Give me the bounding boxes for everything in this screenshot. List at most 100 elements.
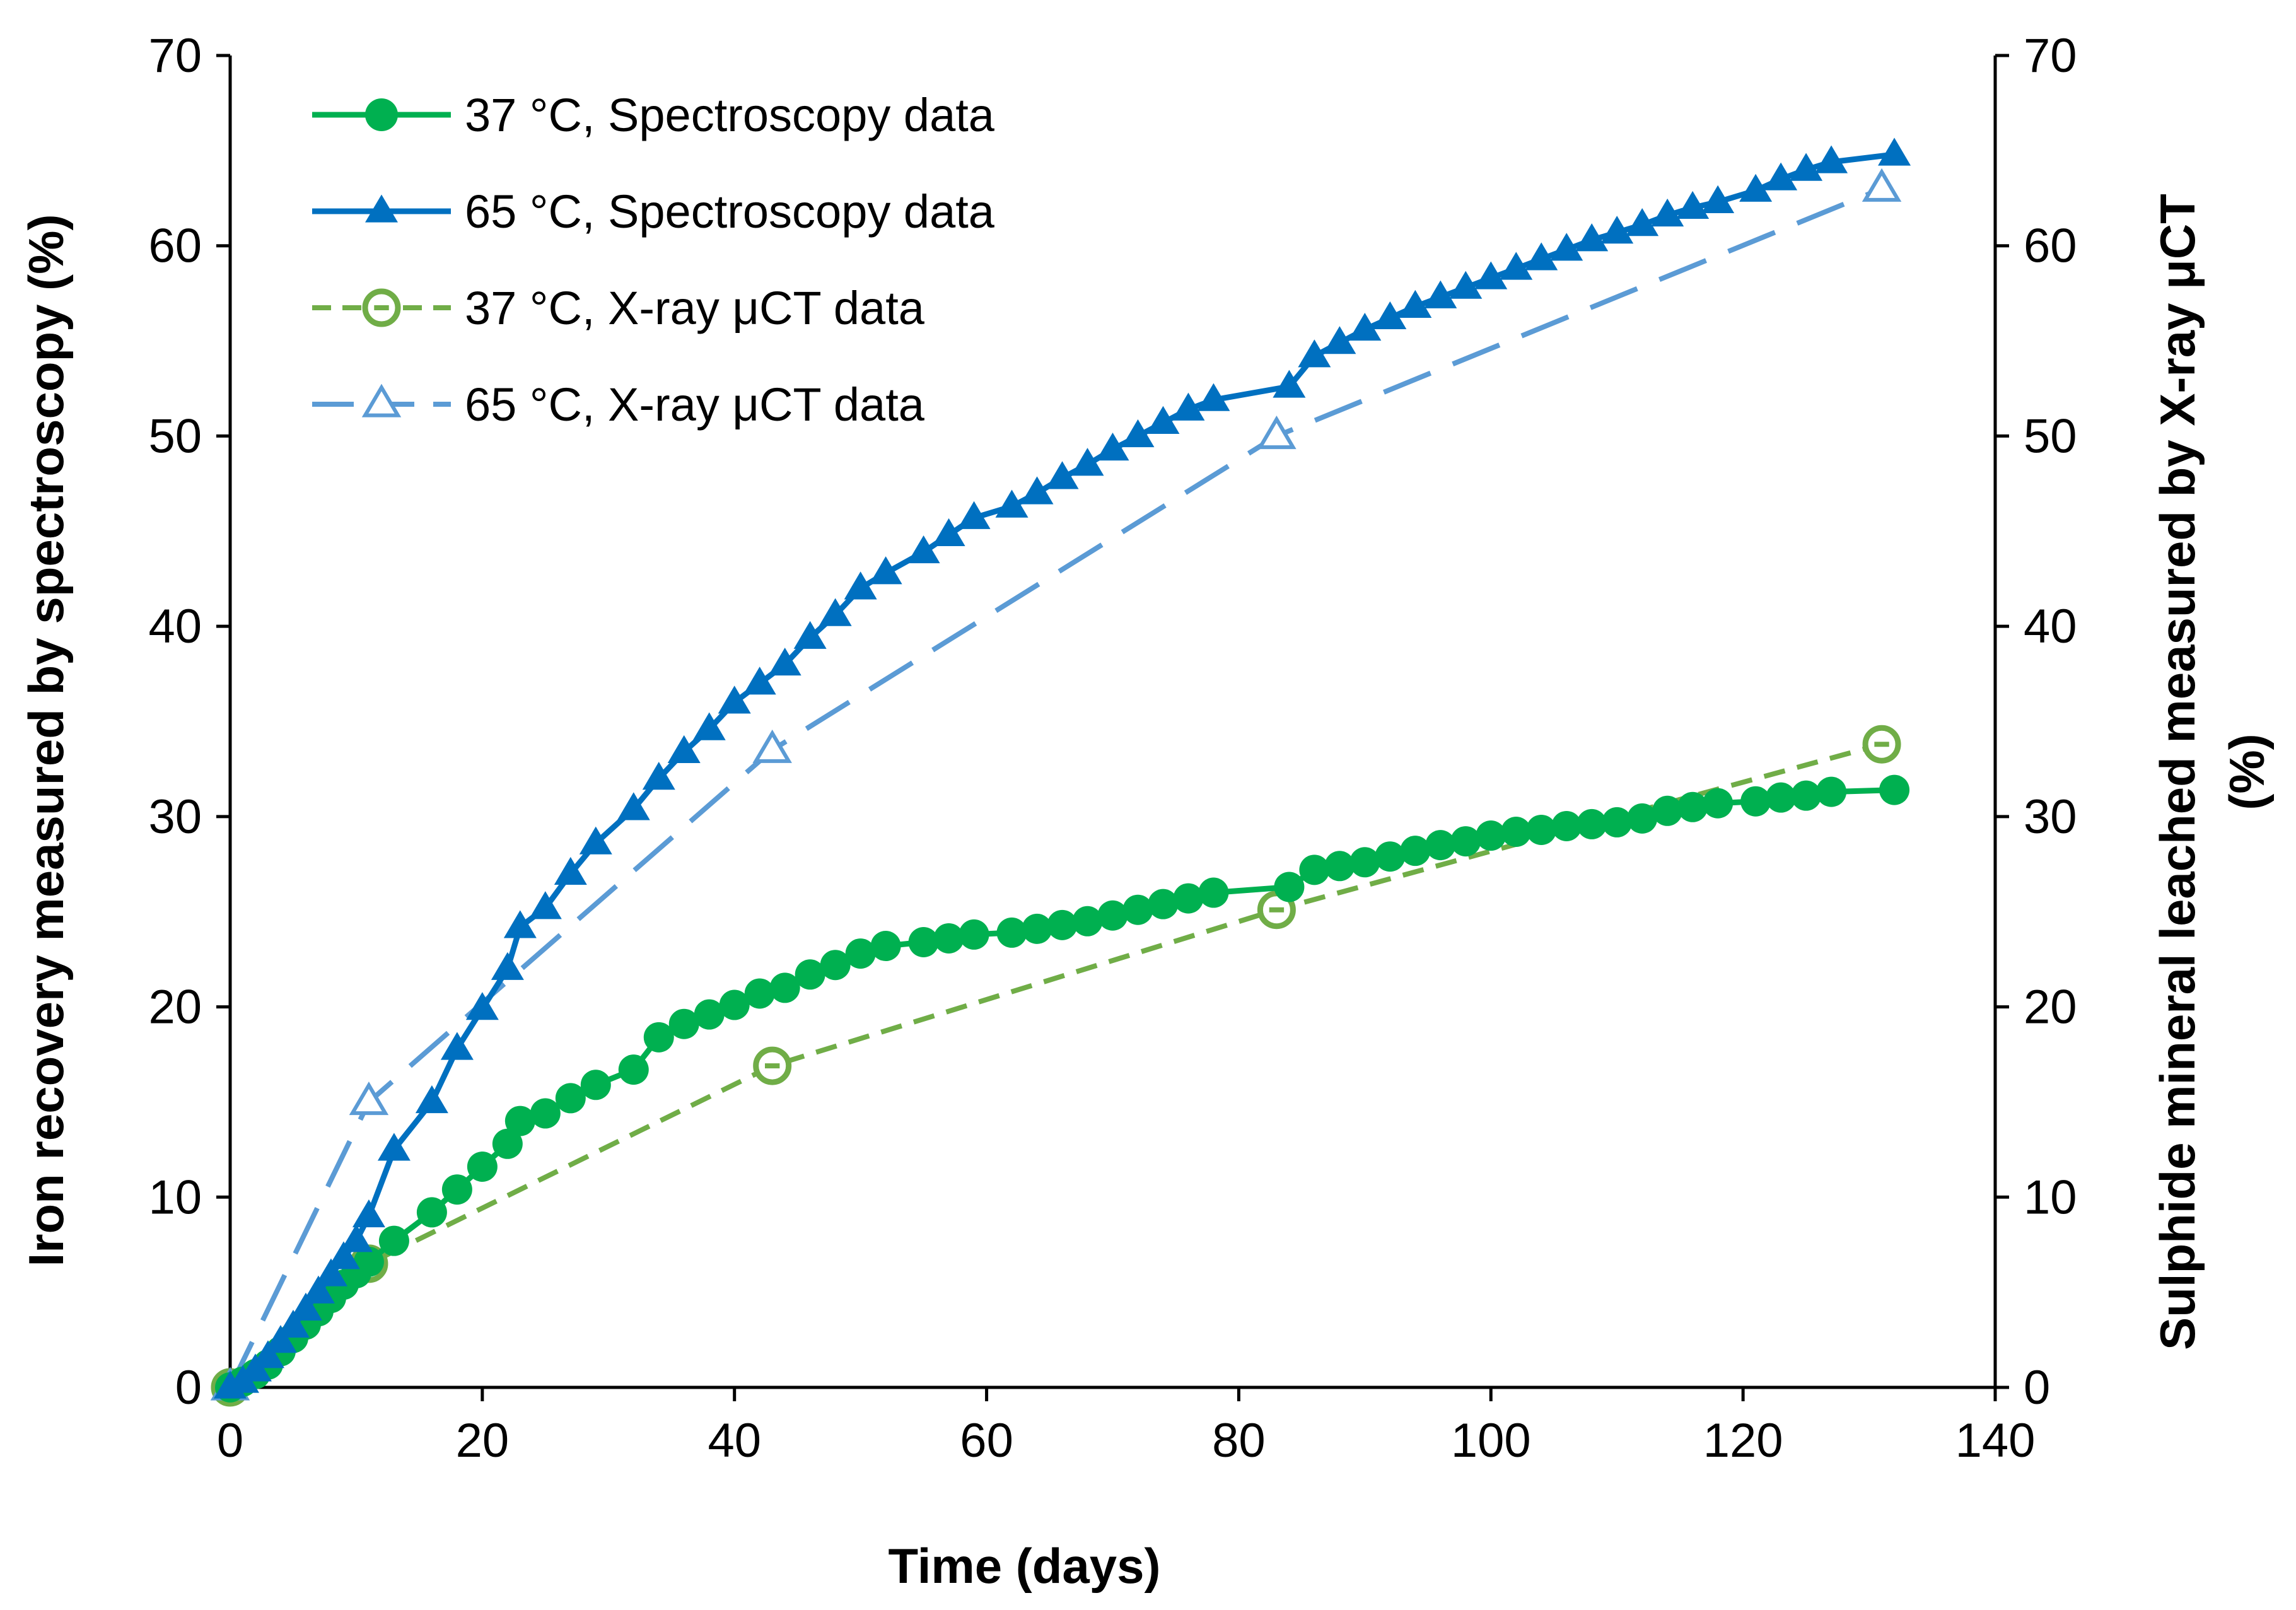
data-point (819, 598, 852, 626)
data-point (995, 489, 1029, 518)
series-layer (210, 137, 1911, 1407)
data-point (1525, 242, 1558, 271)
data-point (1764, 162, 1798, 190)
data-point (1474, 261, 1508, 289)
x-tick-label: 0 (217, 1414, 243, 1467)
data-point (1550, 233, 1583, 261)
data-point (1652, 795, 1683, 826)
data-point (301, 1275, 335, 1304)
data-point (1324, 851, 1355, 882)
data-point (1600, 216, 1634, 244)
data-point (1425, 830, 1456, 861)
data-point (1047, 909, 1078, 940)
data-point (353, 1246, 384, 1277)
data-point (1500, 252, 1533, 280)
data-point (907, 535, 940, 564)
data-point (743, 667, 776, 695)
data-point (1739, 173, 1773, 202)
y-tick-label: 40 (148, 600, 202, 653)
data-point (504, 1105, 535, 1136)
data-point (959, 919, 989, 950)
data-point (377, 1133, 411, 1161)
y-tick-label: 10 (148, 1170, 202, 1224)
data-point (580, 1070, 611, 1100)
data-point (1022, 913, 1052, 944)
y-tick-label: 60 (148, 219, 202, 273)
data-point (1197, 383, 1230, 411)
data-point (1071, 448, 1104, 476)
legend-label: 65 °C, Spectroscopy data (465, 185, 995, 238)
data-point (1299, 855, 1330, 885)
data-point (276, 1309, 310, 1338)
series-3 (210, 168, 1902, 1401)
data-point (251, 1340, 284, 1368)
data-point (1375, 841, 1406, 872)
data-point (617, 792, 650, 820)
data-point (793, 621, 827, 649)
x-tick-label: 20 (456, 1414, 510, 1467)
x-tick-label: 140 (1955, 1414, 2036, 1467)
data-point (1373, 301, 1407, 330)
y-tick-label: 50 (148, 409, 202, 463)
data-point (1198, 877, 1229, 908)
data-point (441, 1174, 472, 1205)
data-point (1298, 339, 1331, 368)
data-point (1146, 405, 1180, 434)
x-tick-label: 40 (708, 1414, 761, 1467)
data-point (768, 647, 801, 676)
data-point (643, 1022, 674, 1053)
y2-tick-label: 10 (2024, 1170, 2077, 1224)
series-line (229, 787, 1895, 1391)
data-point (440, 1032, 474, 1060)
legend-label: 37 °C, X-ray μCT data (465, 282, 925, 334)
data-point (339, 1224, 373, 1252)
data-point (870, 931, 901, 962)
data-point (1501, 816, 1532, 847)
data-point (1576, 808, 1607, 839)
data-point (1349, 847, 1380, 878)
data-point (1627, 803, 1658, 834)
axes (228, 55, 1997, 1389)
data-point (1122, 894, 1153, 925)
data-point (1703, 788, 1734, 819)
data-point (1476, 820, 1506, 851)
data-point (492, 1128, 523, 1159)
series-0 (215, 774, 1910, 1403)
y-tick-label: 20 (148, 981, 202, 1034)
data-point (845, 938, 876, 969)
data-point (769, 972, 800, 1003)
data-point (844, 571, 877, 600)
data-point (694, 999, 725, 1030)
y2-axis-title-line1: Sulphide mineral leached measured by X-r… (2150, 194, 2205, 1350)
data-point (642, 761, 675, 790)
data-point (289, 1292, 322, 1321)
data-point (1602, 807, 1633, 837)
legend-label: 37 °C, Spectroscopy data (465, 89, 995, 141)
y-axis-title: Iron recovery measured by spectroscopy (… (18, 214, 74, 1267)
data-point (1046, 461, 1079, 489)
data-point (618, 1054, 649, 1085)
data-point (1173, 883, 1204, 914)
y-tick-label: 0 (175, 1361, 202, 1415)
data-point (1274, 872, 1305, 902)
legend: 37 °C, Spectroscopy data 65 °C, Spectrosc… (312, 89, 995, 431)
y2-tick-label: 20 (2024, 981, 2077, 1034)
data-point (1676, 190, 1710, 219)
legend-item-0: 37 °C, Spectroscopy data (312, 89, 995, 141)
data-point (528, 891, 562, 919)
series-1 (214, 137, 1911, 1399)
data-point (1399, 289, 1432, 318)
data-point (1424, 280, 1457, 308)
series-line (229, 151, 1895, 1391)
data-point (465, 992, 499, 1020)
data-point (795, 959, 825, 990)
data-point (1862, 168, 1902, 202)
data-point (718, 685, 751, 714)
data-point (1878, 137, 1911, 166)
data-point (1096, 433, 1129, 461)
data-point (327, 1241, 360, 1269)
data-point (752, 729, 792, 763)
data-point (1400, 836, 1431, 866)
data-point (555, 1083, 586, 1114)
data-point (744, 978, 775, 1009)
